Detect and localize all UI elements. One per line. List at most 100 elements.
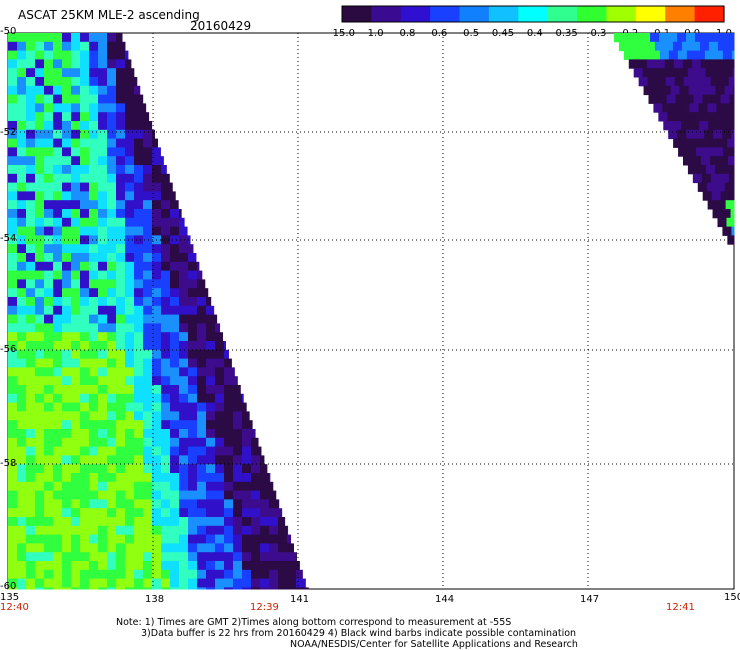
swath-cell (170, 323, 180, 333)
swath-cell (179, 279, 189, 289)
swath-cell (125, 217, 135, 228)
swath-cell (206, 587, 216, 590)
swath-cell (627, 41, 638, 52)
swath-cell (125, 261, 135, 272)
swath-cell (53, 182, 63, 192)
swath-cell (35, 217, 45, 228)
swath-cell (675, 94, 685, 104)
swath-cell (125, 534, 135, 544)
swath-cell (152, 455, 162, 465)
swath-cell (107, 481, 117, 492)
swath-cell (44, 41, 54, 52)
swath-cell (8, 552, 18, 562)
swath-cell (116, 473, 126, 483)
swath-cell (125, 481, 135, 492)
swath-cell (26, 473, 36, 483)
swath-cell (89, 253, 99, 263)
swath-cell (17, 94, 27, 104)
swath-cell (188, 279, 198, 289)
lat-label-60: -60 (0, 581, 17, 592)
swath-cell (116, 499, 126, 509)
swath-cell (224, 525, 234, 536)
swath-cell (116, 323, 126, 333)
swath-cell (8, 147, 18, 157)
swath-cell (62, 349, 72, 360)
swath-cell (170, 305, 180, 316)
swath-cell (8, 578, 18, 588)
swath-cell (35, 235, 45, 245)
swath-cell (107, 121, 117, 131)
swath-cell (53, 332, 63, 342)
swath-cell (134, 112, 144, 122)
swath-cell (44, 411, 54, 421)
swath-cell (98, 341, 108, 351)
swath-cell (116, 517, 126, 527)
swath-cell (26, 235, 36, 245)
swath-cell (116, 50, 126, 60)
swath-cell (89, 138, 99, 148)
swath-cell (80, 420, 90, 430)
swath-cell (197, 402, 207, 412)
swath-cell (107, 349, 117, 360)
swath-cell (98, 253, 108, 263)
swath-cell (125, 314, 135, 324)
swath-cell (17, 270, 27, 280)
swath-cell (71, 226, 81, 236)
swath-cell (134, 534, 144, 544)
swath-cell (233, 455, 243, 465)
swath-cell (107, 464, 117, 474)
swath-cell (17, 420, 27, 430)
swath-cell (188, 429, 198, 439)
swath-cell (188, 323, 198, 333)
swath-cell (179, 569, 189, 580)
swath-cell (161, 393, 171, 404)
swath-cell (170, 481, 180, 492)
swath-cell (53, 561, 63, 571)
swath-cell (188, 517, 198, 527)
swath-cell (179, 393, 189, 404)
swath-cell (727, 138, 735, 148)
swath-cell (98, 244, 108, 254)
swath-cell (44, 270, 54, 280)
swath-cell (287, 552, 297, 562)
swath-cell (107, 138, 117, 148)
swath-cell (107, 112, 117, 122)
swath-cell (17, 358, 27, 368)
swath-cell (89, 481, 99, 492)
swath-cell (125, 129, 135, 140)
swath-cell (251, 517, 261, 527)
swath-cell (35, 376, 45, 386)
swath-cell (170, 393, 180, 404)
swath-cell (17, 587, 27, 590)
swath-cell (62, 332, 72, 342)
swath-cell (224, 376, 234, 386)
swath-cell (8, 481, 18, 492)
swath-cell (726, 41, 735, 52)
swath-cell (633, 68, 644, 78)
swath-cell (80, 226, 90, 236)
swath-cell (215, 367, 225, 377)
swath-cell (17, 402, 27, 412)
swath-cell (107, 209, 117, 219)
swath-cell (672, 121, 682, 131)
swath-cell (152, 517, 162, 527)
swath-cell (116, 94, 126, 104)
swath-cell (44, 226, 54, 236)
swath-cell (188, 297, 198, 307)
swath-cell (62, 138, 72, 148)
swath-cell (80, 569, 90, 580)
swath-cell (17, 499, 27, 509)
swath-cell (691, 138, 701, 148)
swath-cell (107, 508, 117, 518)
swath-cell (62, 279, 72, 289)
swath-cell (26, 393, 36, 404)
swath-cell (80, 121, 90, 131)
colorbar-swatch (577, 6, 608, 22)
swath-cell (707, 200, 718, 210)
swath-cell (224, 411, 234, 421)
swath-cell (53, 429, 63, 439)
swath-cell (224, 490, 234, 500)
swath-cell (62, 41, 72, 52)
swath-cell (152, 209, 162, 219)
swath-cell (71, 508, 81, 518)
